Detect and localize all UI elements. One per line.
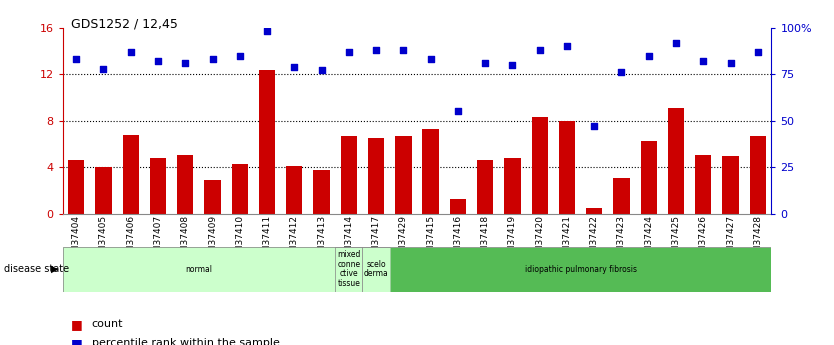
Point <box>260 29 274 34</box>
Bar <box>68 160 84 214</box>
Bar <box>340 136 357 214</box>
Bar <box>641 140 657 214</box>
Text: percentile rank within the sample: percentile rank within the sample <box>92 338 279 345</box>
Point <box>369 47 383 53</box>
Bar <box>368 138 384 214</box>
Bar <box>204 180 221 214</box>
Bar <box>613 178 630 214</box>
Bar <box>286 166 303 214</box>
Point <box>97 66 110 71</box>
Bar <box>95 167 112 214</box>
Text: scelo
derma: scelo derma <box>364 260 389 278</box>
Bar <box>363 247 389 292</box>
Bar <box>123 135 139 214</box>
Text: normal: normal <box>185 265 213 274</box>
Bar <box>586 208 602 214</box>
Text: ▶: ▶ <box>51 264 58 274</box>
Bar <box>314 170 329 214</box>
Bar <box>335 247 363 292</box>
Point <box>397 47 410 53</box>
Bar <box>63 247 335 292</box>
Point <box>615 70 628 75</box>
Bar <box>477 160 494 214</box>
Point <box>178 60 192 66</box>
Point <box>451 109 465 114</box>
Point <box>670 40 683 45</box>
Bar <box>259 69 275 214</box>
Point <box>288 64 301 69</box>
Text: idiopathic pulmonary fibrosis: idiopathic pulmonary fibrosis <box>525 265 636 274</box>
Bar <box>232 164 248 214</box>
Text: mixed
conne
ctive
tissue: mixed conne ctive tissue <box>337 250 360 288</box>
Bar <box>395 136 411 214</box>
Point <box>724 60 737 66</box>
Point <box>560 43 574 49</box>
Bar <box>750 136 766 214</box>
Point <box>69 57 83 62</box>
Point <box>696 58 710 64</box>
Point <box>642 53 656 58</box>
Text: disease state: disease state <box>4 264 69 274</box>
Bar <box>505 158 520 214</box>
Point <box>587 124 600 129</box>
Point <box>479 60 492 66</box>
Bar <box>559 121 575 214</box>
Point <box>505 62 519 68</box>
Bar <box>695 155 711 214</box>
Point <box>751 49 765 55</box>
Text: GDS1252 / 12,45: GDS1252 / 12,45 <box>71 17 178 30</box>
Point <box>424 57 437 62</box>
Bar <box>423 129 439 214</box>
Point <box>533 47 546 53</box>
Text: count: count <box>92 319 123 329</box>
Point <box>124 49 138 55</box>
Text: ■: ■ <box>71 337 83 345</box>
Point <box>206 57 219 62</box>
Point <box>234 53 247 58</box>
Bar <box>450 199 466 214</box>
Point <box>151 58 164 64</box>
Point <box>342 49 355 55</box>
Text: ■: ■ <box>71 318 83 331</box>
Point <box>315 68 329 73</box>
Bar <box>722 156 739 214</box>
Bar <box>177 155 193 214</box>
Bar <box>150 158 166 214</box>
Bar <box>531 117 548 214</box>
Bar <box>389 247 771 292</box>
Bar <box>668 108 684 214</box>
